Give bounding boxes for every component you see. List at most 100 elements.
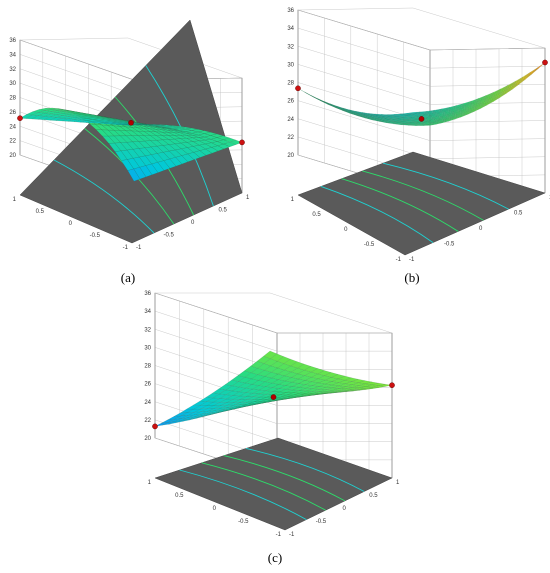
wall-gridline <box>19 39 135 81</box>
design-point <box>239 139 245 146</box>
y-tick-label: 1 <box>246 195 250 201</box>
y-tick-label: -1 <box>409 257 415 263</box>
z-tick-label: 22 <box>144 418 151 424</box>
y-tick-label: 0 <box>191 220 195 226</box>
z-tick-label: 32 <box>9 67 16 73</box>
floor-contour-line <box>245 447 365 492</box>
x-tick-label: 1 <box>291 197 295 203</box>
floor-contour-line <box>201 462 326 511</box>
z-tick-label: 24 <box>287 117 294 123</box>
floor-contour-line <box>53 159 155 234</box>
z-tick-label: 28 <box>144 364 151 370</box>
wall-gridline <box>19 54 135 95</box>
design-point <box>152 423 158 430</box>
x-tick-label: 0 <box>344 227 348 233</box>
wall-gridline <box>429 65 546 69</box>
wall-gridline <box>297 64 431 105</box>
wall-gridline <box>429 156 546 159</box>
wall-gridline <box>297 100 431 141</box>
surface-cell <box>317 370 332 376</box>
surface-cell <box>487 88 502 97</box>
x-tick-label: 0 <box>213 506 217 512</box>
x-tick-label: -0.5 <box>238 519 249 525</box>
box-edge <box>19 37 129 41</box>
surface-cell <box>450 103 465 109</box>
floor-contour-line <box>362 170 484 221</box>
surface-cell <box>263 350 278 359</box>
wall-gridline <box>154 310 278 352</box>
wall-gridline <box>429 120 546 123</box>
surface-cell <box>457 100 472 107</box>
wall-gridline <box>297 46 431 87</box>
surface-cell <box>344 377 359 382</box>
wall-gridline <box>429 47 546 51</box>
design-point <box>542 59 548 66</box>
wall-gridline <box>297 27 431 69</box>
design-point <box>128 120 134 126</box>
floor-contour-line <box>223 455 346 502</box>
y-tick-label: -1 <box>289 532 295 538</box>
y-tick-label: -0.5 <box>316 519 327 525</box>
z-tick-label: 36 <box>287 8 294 14</box>
panel-label: (c) <box>268 550 282 565</box>
wall-gridline <box>297 118 431 159</box>
design-point <box>17 115 23 121</box>
box-edge <box>269 292 393 334</box>
floor-contour-line <box>320 185 434 243</box>
x-tick-label: -0.5 <box>364 242 375 248</box>
wall-gridline <box>154 401 278 442</box>
surface-cell <box>465 98 480 105</box>
x-tick-label: 0.5 <box>312 212 321 218</box>
floor-contour-line <box>179 469 307 520</box>
y-tick-label: 1 <box>396 480 400 486</box>
surface-cell <box>413 111 428 114</box>
surface-cell <box>216 135 230 140</box>
z-tick-label: 20 <box>9 153 16 159</box>
surface-cell <box>276 356 291 364</box>
surface-cell <box>494 84 509 94</box>
x-tick-label: -1 <box>276 532 282 538</box>
y-tick-label: 0.5 <box>514 211 523 217</box>
z-tick-label: 32 <box>144 327 151 333</box>
z-tick-label: 20 <box>144 436 151 442</box>
z-tick-label: 34 <box>144 309 151 315</box>
surface-plot-3: 20 22 24 26 28 30 32 34 36 1 0.5 0 -0.5 -1 1 0.5 0 -0.5 -1… <box>144 291 400 565</box>
z-tick-label: 30 <box>287 62 294 68</box>
z-tick-label: 28 <box>287 81 294 87</box>
z-tick-label: 30 <box>9 81 16 87</box>
panel-label: (a) <box>121 270 135 285</box>
surface-cell <box>365 381 379 385</box>
surface-cell <box>406 111 421 114</box>
surface-cell <box>443 105 458 110</box>
surface-cell <box>517 72 532 83</box>
surface-cell <box>310 368 325 375</box>
x-tick-label: 0.5 <box>175 493 184 499</box>
z-tick-label: 30 <box>144 345 151 351</box>
design-point <box>418 116 425 122</box>
z-tick-label: 26 <box>287 99 294 105</box>
wall-gridline <box>429 138 546 141</box>
z-tick-label: 36 <box>9 38 16 44</box>
design-point <box>295 85 301 92</box>
y-tick-label: -0.5 <box>164 233 175 239</box>
wall-gridline <box>429 84 546 87</box>
z-tick-label: 28 <box>9 96 16 102</box>
x-tick-label: 0 <box>69 221 73 227</box>
surface-cell <box>178 126 192 130</box>
z-tick-label: 26 <box>9 110 16 116</box>
x-tick-label: 1 <box>148 480 152 486</box>
z-tick-label: 24 <box>144 400 151 406</box>
x-tick-label: -1 <box>123 245 129 251</box>
z-tick-label: 24 <box>9 124 16 130</box>
surface-plot-1: 20 22 24 26 28 30 32 34 36 1 0.5 0 -0.5 -1 1 0.5 0 -0.5 -1… <box>9 19 250 285</box>
surface-cell <box>523 67 538 78</box>
y-tick-label: 0 <box>343 506 347 512</box>
x-tick-label: -1 <box>396 257 402 263</box>
z-tick-label: 20 <box>287 153 294 159</box>
surface-cell <box>358 380 372 384</box>
floor-contour-line <box>341 178 459 232</box>
surface-plot-2: 20222426283032343610.50-0.5-110.50-0.5-1… <box>287 7 550 285</box>
z-tick-label: 34 <box>287 26 294 32</box>
y-tick-label: 0 <box>479 226 483 232</box>
